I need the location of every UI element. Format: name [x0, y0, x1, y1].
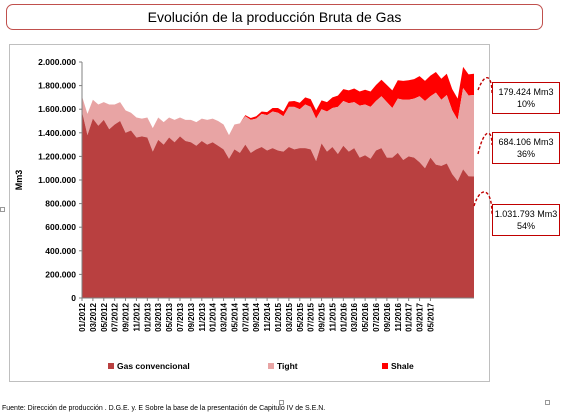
- chart-area: 0 200.000 400.000 600.000 800.000 1.000.000 1.…: [9, 44, 490, 382]
- y-tick-label: 400.000: [45, 246, 76, 256]
- production-chart: 0 200.000 400.000 600.000 800.000 1.000.000 1.…: [14, 57, 474, 371]
- x-tick-label: 01/2015: [274, 302, 283, 331]
- conventional-callout: 1.031.793 Mm3 54%: [492, 204, 560, 236]
- y-tick-label: 1.600.000: [38, 104, 76, 114]
- x-tick-label: 11/2014: [263, 302, 272, 331]
- area-gas-convencional: [82, 111, 474, 298]
- y-tick-label: 1.200.000: [38, 151, 76, 161]
- y-tick-label: 2.000.000: [38, 57, 76, 67]
- tight-callout: 684.106 Mm3 36%: [492, 132, 560, 164]
- x-tick-label: 01/2012: [78, 302, 87, 331]
- x-tick-label: 01/2016: [339, 302, 348, 331]
- y-tick-label: 1.000.000: [38, 175, 76, 185]
- legend-swatch: [108, 363, 114, 369]
- shale-callout-pct: 10%: [516, 99, 535, 109]
- y-tick-label: 1.400.000: [38, 128, 76, 138]
- chart-title-box: Evolución de la producción Bruta de Gas: [6, 4, 543, 30]
- x-tick-label: 01/2017: [405, 302, 414, 331]
- x-tick-label: 07/2016: [372, 302, 381, 331]
- x-tick-label: 01/2014: [209, 302, 218, 331]
- shale-callout-value: 179.424 Mm3: [498, 87, 554, 97]
- conventional-callout-value: 1.031.793 Mm3: [494, 209, 558, 219]
- y-tick-label: 600.000: [45, 222, 76, 232]
- x-tick-label: 07/2013: [176, 302, 185, 331]
- x-tick-label: 05/2017: [426, 302, 435, 331]
- x-tick-label: 09/2012: [122, 302, 131, 331]
- legend-swatch: [268, 363, 274, 369]
- y-axis-title: Mm3: [14, 170, 24, 191]
- resize-handle-bottom[interactable]: [279, 400, 284, 405]
- x-tick-label: 11/2016: [394, 302, 403, 331]
- x-tick-label: 03/2016: [350, 302, 359, 331]
- x-tick-label: 05/2016: [361, 302, 370, 331]
- x-tick-label: 05/2012: [100, 302, 109, 331]
- x-tick-label: 05/2013: [165, 302, 174, 331]
- x-tick-label: 03/2015: [285, 302, 294, 331]
- x-tick-label: 03/2013: [154, 302, 163, 331]
- chart-title: Evolución de la producción Bruta de Gas: [147, 9, 402, 25]
- resize-handle-corner[interactable]: [545, 400, 550, 405]
- area-tight: [82, 87, 474, 182]
- x-tick-label: 03/2014: [220, 302, 229, 331]
- x-tick-label: 03/2017: [416, 302, 425, 331]
- x-tick-label: 09/2014: [252, 302, 261, 331]
- tight-callout-pct: 36%: [516, 149, 535, 159]
- legend-label: Tight: [277, 361, 298, 371]
- x-tick-label: 03/2012: [89, 302, 98, 331]
- legend-swatch: [382, 363, 388, 369]
- x-tick-label: 07/2012: [111, 302, 120, 331]
- tight-callout-value: 684.106 Mm3: [498, 137, 554, 147]
- y-tick-label: 800.000: [45, 199, 76, 209]
- legend-label: Gas convencional: [117, 361, 190, 371]
- y-tick-label: 200.000: [45, 269, 76, 279]
- conventional-callout-pct: 54%: [516, 221, 535, 231]
- shale-callout: 179.424 Mm3 10%: [492, 82, 560, 114]
- x-tick-label: 05/2014: [230, 302, 239, 331]
- x-tick-label: 07/2015: [307, 302, 316, 331]
- x-tick-label: 07/2014: [241, 302, 250, 331]
- source-note: Fuente: Dirección de producción . D.G.E.…: [2, 405, 326, 412]
- y-tick-label: 1.800.000: [38, 81, 76, 91]
- x-tick-label: 05/2015: [296, 302, 305, 331]
- x-tick-label: 01/2013: [143, 302, 152, 331]
- y-tick-label: 0: [71, 293, 76, 303]
- area-shale: [82, 66, 474, 136]
- x-tick-label: 09/2015: [318, 302, 327, 331]
- resize-handle-left[interactable]: [0, 207, 5, 212]
- x-tick-label: 11/2012: [132, 302, 141, 331]
- x-tick-label: 11/2013: [198, 302, 207, 331]
- legend-label: Shale: [391, 361, 414, 371]
- x-tick-label: 11/2015: [328, 302, 337, 331]
- x-tick-label: 09/2013: [187, 302, 196, 331]
- x-tick-label: 09/2016: [383, 302, 392, 331]
